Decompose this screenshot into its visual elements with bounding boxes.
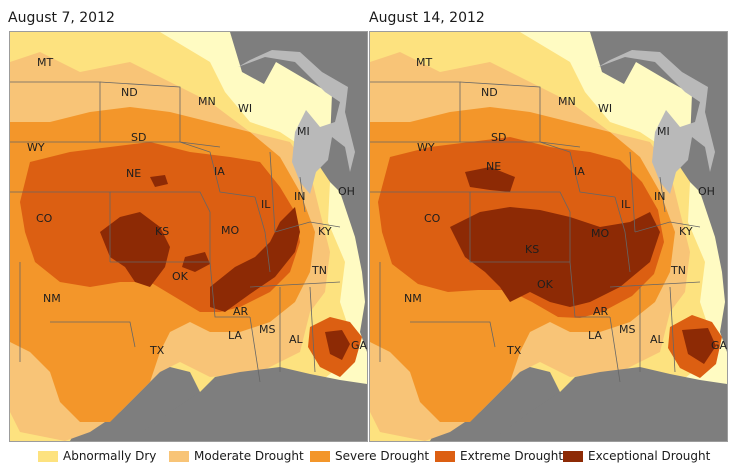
state-label: LA bbox=[228, 329, 242, 342]
state-label: OK bbox=[537, 278, 554, 291]
state-label: KY bbox=[679, 225, 693, 238]
state-label: IN bbox=[294, 190, 305, 203]
state-label: WY bbox=[417, 141, 435, 154]
legend-swatch-extreme bbox=[435, 450, 455, 462]
zone-exceptional bbox=[465, 167, 515, 192]
legend-item-moderate: Moderate Drought bbox=[169, 447, 304, 465]
state-label: IL bbox=[261, 198, 271, 211]
state-label: MI bbox=[657, 125, 670, 138]
zone-exceptional bbox=[450, 207, 660, 307]
state-label: IA bbox=[574, 165, 585, 178]
drought-map-aug7: MT ND MN WI MI SD WY NE IA IN OH CO KS I… bbox=[9, 31, 368, 442]
state-label: KS bbox=[155, 225, 169, 238]
state-label: GA bbox=[711, 339, 727, 352]
zone-exceptional bbox=[325, 330, 350, 360]
map-title-aug14: August 14, 2012 bbox=[369, 10, 485, 26]
legend: Abnormally Dry Moderate Drought Severe D… bbox=[38, 447, 738, 467]
state-label: AR bbox=[233, 305, 249, 318]
state-label: OH bbox=[698, 185, 715, 198]
state-label: SD bbox=[491, 131, 506, 144]
state-label: OH bbox=[338, 185, 355, 198]
drought-map-aug14: MT ND MN WI MI SD WY NE IA IN OH CO KS I… bbox=[369, 31, 728, 442]
state-label: AR bbox=[593, 305, 609, 318]
state-label: WY bbox=[27, 141, 45, 154]
state-label: TN bbox=[311, 264, 327, 277]
legend-label: Exceptional Drought bbox=[588, 449, 711, 463]
state-label: ND bbox=[481, 86, 498, 99]
state-label: AL bbox=[289, 333, 304, 346]
legend-swatch-moderate bbox=[169, 450, 189, 462]
legend-swatch-severe bbox=[310, 450, 330, 462]
state-label: AL bbox=[650, 333, 665, 346]
great-lakes-water bbox=[598, 50, 715, 194]
state-label: MI bbox=[297, 125, 310, 138]
gulf-water bbox=[490, 367, 727, 441]
state-label: MN bbox=[558, 95, 576, 108]
legend-item-exceptional: Exceptional Drought bbox=[563, 447, 710, 465]
state-label: TN bbox=[670, 264, 686, 277]
state-label: TX bbox=[149, 344, 165, 357]
great-lakes-water bbox=[238, 50, 355, 194]
state-label: IN bbox=[654, 190, 665, 203]
legend-label: Severe Drought bbox=[335, 449, 430, 463]
drought-map-aug14-svg: MT ND MN WI MI SD WY NE IA IN OH CO KS I… bbox=[370, 32, 727, 441]
state-borders bbox=[10, 81, 341, 383]
legend-label: Moderate Drought bbox=[194, 449, 304, 463]
state-label: MT bbox=[416, 56, 432, 69]
state-label: WI bbox=[238, 102, 252, 115]
drought-map-aug7-svg: MT ND MN WI MI SD WY NE IA IN OH CO KS I… bbox=[10, 32, 367, 441]
zone-exceptional bbox=[100, 212, 170, 287]
state-label: OK bbox=[172, 270, 189, 283]
legend-swatch-exceptional bbox=[563, 450, 583, 462]
zone-exceptional bbox=[210, 207, 300, 312]
state-label: KY bbox=[318, 225, 332, 238]
state-label: MO bbox=[591, 227, 609, 240]
legend-label: Abnormally Dry bbox=[63, 449, 157, 463]
state-label: NE bbox=[486, 160, 501, 173]
legend-label: Extreme Drought bbox=[460, 449, 564, 463]
state-label: MO bbox=[221, 224, 239, 237]
state-label: NE bbox=[126, 167, 141, 180]
state-label: WI bbox=[598, 102, 612, 115]
state-label: MT bbox=[37, 56, 53, 69]
state-label: IA bbox=[214, 165, 225, 178]
state-label: LA bbox=[588, 329, 602, 342]
state-label: GA bbox=[351, 339, 367, 352]
map-title-aug7: August 7, 2012 bbox=[8, 10, 115, 26]
state-label: SD bbox=[131, 131, 146, 144]
zone-exceptional bbox=[682, 328, 716, 364]
gulf-water bbox=[130, 367, 367, 441]
state-label: CO bbox=[36, 212, 53, 225]
state-label: KS bbox=[525, 243, 539, 256]
state-label: NM bbox=[43, 292, 61, 305]
legend-item-abnormally-dry: Abnormally Dry bbox=[38, 447, 156, 465]
state-label: ND bbox=[121, 86, 138, 99]
legend-item-extreme: Extreme Drought bbox=[435, 447, 563, 465]
state-label: TX bbox=[506, 344, 522, 357]
legend-item-severe: Severe Drought bbox=[310, 447, 429, 465]
state-label: NM bbox=[404, 292, 422, 305]
state-borders bbox=[370, 81, 701, 383]
state-label: MS bbox=[259, 323, 275, 336]
state-label: MN bbox=[198, 95, 216, 108]
state-label: CO bbox=[424, 212, 441, 225]
state-label: IL bbox=[621, 198, 631, 211]
state-label: MS bbox=[619, 323, 635, 336]
legend-swatch-abnormally-dry bbox=[38, 450, 58, 462]
zone-exceptional bbox=[150, 175, 168, 187]
